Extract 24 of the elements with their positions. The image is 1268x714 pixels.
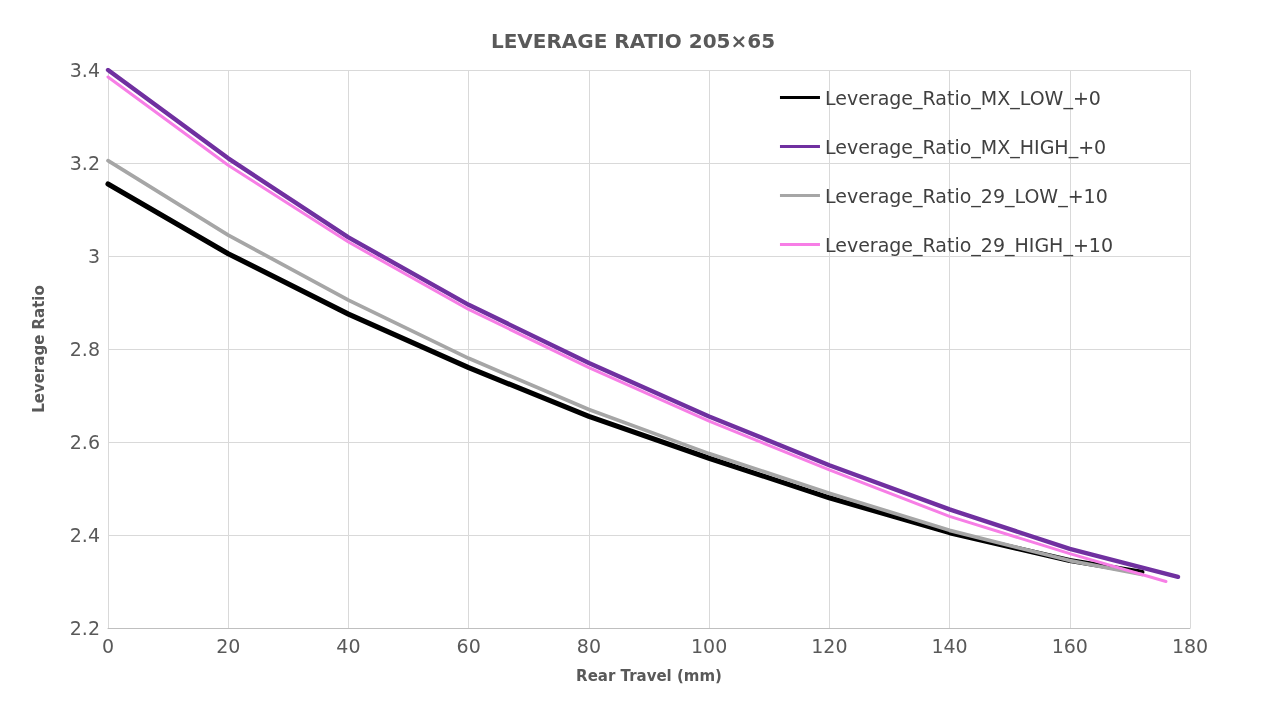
x-axis-title: Rear Travel (mm) — [576, 666, 722, 685]
legend-label: Leverage_Ratio_MX_HIGH_+0 — [824, 135, 1107, 159]
legend-label: Leverage_Ratio_29_LOW_+10 — [824, 184, 1108, 208]
y-tick-label: 3.4 — [69, 59, 100, 81]
y-tick-label: 2.8 — [69, 338, 100, 360]
x-tick-label: 20 — [216, 634, 241, 657]
legend-label: Leverage_Ratio_MX_LOW_+0 — [824, 86, 1101, 110]
y-axis-title: Leverage Ratio — [29, 285, 48, 413]
legend-label: Leverage_Ratio_29_HIGH_+10 — [824, 233, 1114, 257]
x-tick-label: 120 — [811, 634, 848, 657]
y-tick-label: 3.2 — [69, 152, 100, 174]
x-tick-label: 40 — [336, 634, 361, 657]
x-tick-label: 0 — [101, 634, 115, 657]
x-tick-label: 100 — [690, 634, 728, 657]
y-tick-label: 3 — [87, 245, 100, 267]
x-tick-label: 80 — [576, 634, 601, 657]
x-tick-label: 180 — [1171, 634, 1209, 657]
x-tick-label: 160 — [1051, 634, 1088, 657]
y-tick-label: 2.2 — [69, 617, 100, 639]
y-tick-label: 2.6 — [69, 431, 100, 453]
x-tick-label: 140 — [931, 634, 968, 657]
x-tick-label: 60 — [456, 634, 481, 657]
y-tick-label: 2.4 — [69, 524, 100, 546]
chart-title: LEVERAGE RATIO 205×65 — [490, 29, 776, 53]
